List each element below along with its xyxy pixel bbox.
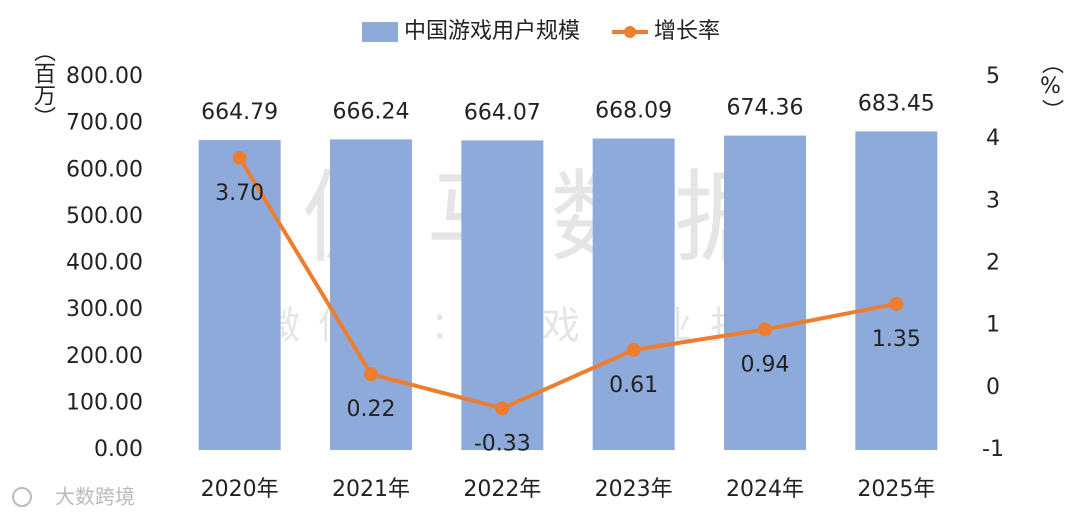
- y2-axis-label: （%）: [1038, 52, 1064, 121]
- bar-value-label: 668.09: [595, 99, 672, 124]
- bar: [724, 135, 806, 450]
- y2-tick-label: 1: [986, 313, 1000, 338]
- y2-tick-label: 5: [986, 64, 1000, 89]
- y2-tick-label: 4: [986, 126, 1000, 151]
- y2-tick-label: 2: [986, 251, 1000, 276]
- line-value-label: 0.61: [609, 373, 658, 398]
- line-value-label: 0.22: [347, 397, 396, 422]
- bar: [330, 139, 412, 450]
- y-tick-label: 600.00: [66, 157, 143, 182]
- line-point: [626, 342, 641, 357]
- bar: [198, 140, 281, 450]
- legend-swatch: [624, 26, 636, 38]
- y2-tick-label: -1: [982, 437, 1004, 462]
- y-axis-label: （百万）: [30, 40, 56, 128]
- line-value-label: 0.94: [741, 352, 790, 377]
- x-tick-label: 2023年: [595, 477, 673, 502]
- bar: [855, 131, 938, 450]
- y2-tick-label: 3: [986, 188, 1000, 213]
- x-tick-label: 2020年: [201, 477, 279, 502]
- y-tick-label: 100.00: [66, 390, 143, 415]
- line-point: [232, 150, 247, 165]
- y-tick-label: 500.00: [66, 204, 143, 229]
- y-tick-label: 800.00: [66, 64, 143, 89]
- y-tick-label: 0.00: [94, 437, 143, 462]
- line-value-label: 3.70: [215, 181, 264, 206]
- line: [237, 156, 897, 411]
- line-point: [758, 322, 772, 337]
- line-point: [495, 401, 510, 416]
- x-tick-label: 2024年: [726, 477, 804, 502]
- y-tick-label: 700.00: [66, 111, 143, 136]
- bar-value-label: 664.07: [464, 100, 541, 125]
- legend-swatch: [362, 22, 398, 42]
- y-tick-label: 300.00: [66, 297, 143, 322]
- bar: [461, 140, 544, 450]
- bar: [592, 138, 675, 450]
- bar-value-label: 674.36: [727, 96, 804, 121]
- corner-watermark: 大数跨境: [55, 485, 135, 509]
- x-tick-label: 2022年: [463, 477, 541, 502]
- legend-label: 增长率: [654, 19, 720, 44]
- y2-tick-label: 0: [986, 375, 1000, 400]
- line-value-label: -0.33: [474, 431, 531, 456]
- y-tick-label: 200.00: [66, 344, 143, 369]
- legend-label: 中国游戏用户规模: [404, 19, 580, 44]
- line-value-label: 1.35: [872, 327, 921, 352]
- bar-value-label: 683.45: [858, 91, 935, 116]
- logo-icon: [12, 487, 32, 507]
- bar-value-label: 666.24: [333, 99, 410, 124]
- corner-logo: 大数跨境: [12, 485, 135, 509]
- y-tick-label: 400.00: [66, 251, 143, 276]
- line-point: [364, 367, 378, 382]
- x-tick-label: 2025年: [857, 477, 935, 502]
- x-tick-label: 2021年: [332, 477, 410, 502]
- line-point: [889, 296, 904, 311]
- bar-value-label: 664.79: [201, 100, 278, 125]
